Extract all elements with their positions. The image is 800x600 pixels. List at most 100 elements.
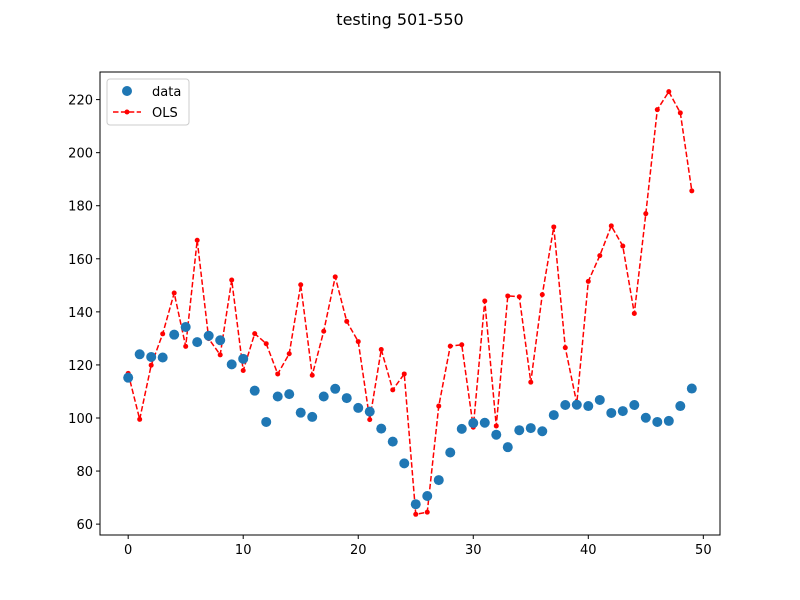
ols-point [309,372,315,378]
ols-point [528,379,534,385]
ols-point [263,341,269,347]
ols-point [321,328,327,334]
ols-point [677,110,683,116]
data-point [571,399,582,410]
data-point [617,406,628,417]
data-point [387,436,398,447]
ols-point [148,362,154,368]
y-tick-label: 60 [76,518,93,533]
data-point [410,499,421,510]
data-point [583,401,594,412]
ols-point [631,310,637,316]
data-point [686,383,697,394]
ols-point [482,298,488,304]
ols-point [447,343,453,349]
data-point [203,330,214,341]
legend-ols-label: OLS [152,106,178,121]
data-point [226,359,237,370]
data-point [192,337,203,348]
y-tick-label: 180 [68,200,93,215]
data-point [215,335,226,346]
y-axis-ticks: 60 80 100 120 140 160 180 200 220 [68,94,100,533]
ols-point [355,339,361,345]
data-point [157,352,168,363]
legend-ols-marker [124,109,130,115]
data-point [537,426,548,437]
data-point [456,423,467,434]
data-point [238,353,249,364]
ols-point [436,403,442,409]
data-point [675,401,686,412]
data-point [399,458,410,469]
data-point [261,416,272,427]
data-point [502,442,513,453]
data-point [376,423,387,434]
ols-point [551,224,557,230]
ols-point [424,509,430,515]
x-tick-label: 30 [465,543,482,558]
data-point [422,490,433,501]
x-tick-label: 20 [350,543,367,558]
data-point [594,394,605,405]
data-point [123,372,134,383]
data-point [640,412,651,423]
data-point [180,321,191,332]
x-tick-label: 50 [695,543,712,558]
data-point [249,385,260,396]
ols-point [160,331,166,337]
y-tick-label: 160 [68,253,93,268]
data-point [134,349,145,360]
data-point [295,407,306,418]
ols-point [217,352,223,358]
ols-point [459,342,465,348]
y-tick-label: 120 [68,359,93,374]
x-tick-label: 40 [580,543,597,558]
data-point [514,425,525,436]
ols-point [562,345,568,351]
ols-point [286,351,292,357]
ols-point [413,511,419,517]
y-tick-label: 140 [68,306,93,321]
ols-point [585,278,591,284]
data-point [491,429,502,440]
legend-data-label: data [152,85,181,100]
y-tick-label: 80 [76,465,93,480]
ols-point [367,417,373,423]
x-axis-ticks: 0 10 20 30 40 50 [124,535,712,558]
ols-point [654,107,660,113]
data-point [353,402,364,413]
ols-point [240,367,246,373]
y-tick-label: 220 [68,94,93,109]
data-point [169,329,180,340]
ols-point [183,343,189,349]
ols-point [401,371,407,377]
ols-point [516,294,522,300]
data-point [272,391,283,402]
data-point [445,447,456,458]
data-point [284,389,295,400]
legend-data-marker [122,86,132,96]
data-point [341,393,352,404]
data-point [548,410,559,421]
data-point [468,418,479,429]
ols-point [332,274,338,280]
ols-point [608,223,614,229]
ols-point [194,237,200,243]
ols-point [252,331,258,337]
ols-point [505,293,511,299]
data-point [560,399,571,410]
chart-title: testing 501-550 [336,10,463,29]
data-point [364,406,375,417]
ols-point [689,188,695,194]
data-series [123,321,697,510]
ols-point [643,211,649,217]
ols-point [171,290,177,296]
data-point [525,423,536,434]
data-point [330,383,341,394]
data-point [318,391,329,402]
ols-point [229,277,235,283]
data-point [433,475,444,486]
ols-point [137,416,143,422]
data-point [146,351,157,362]
